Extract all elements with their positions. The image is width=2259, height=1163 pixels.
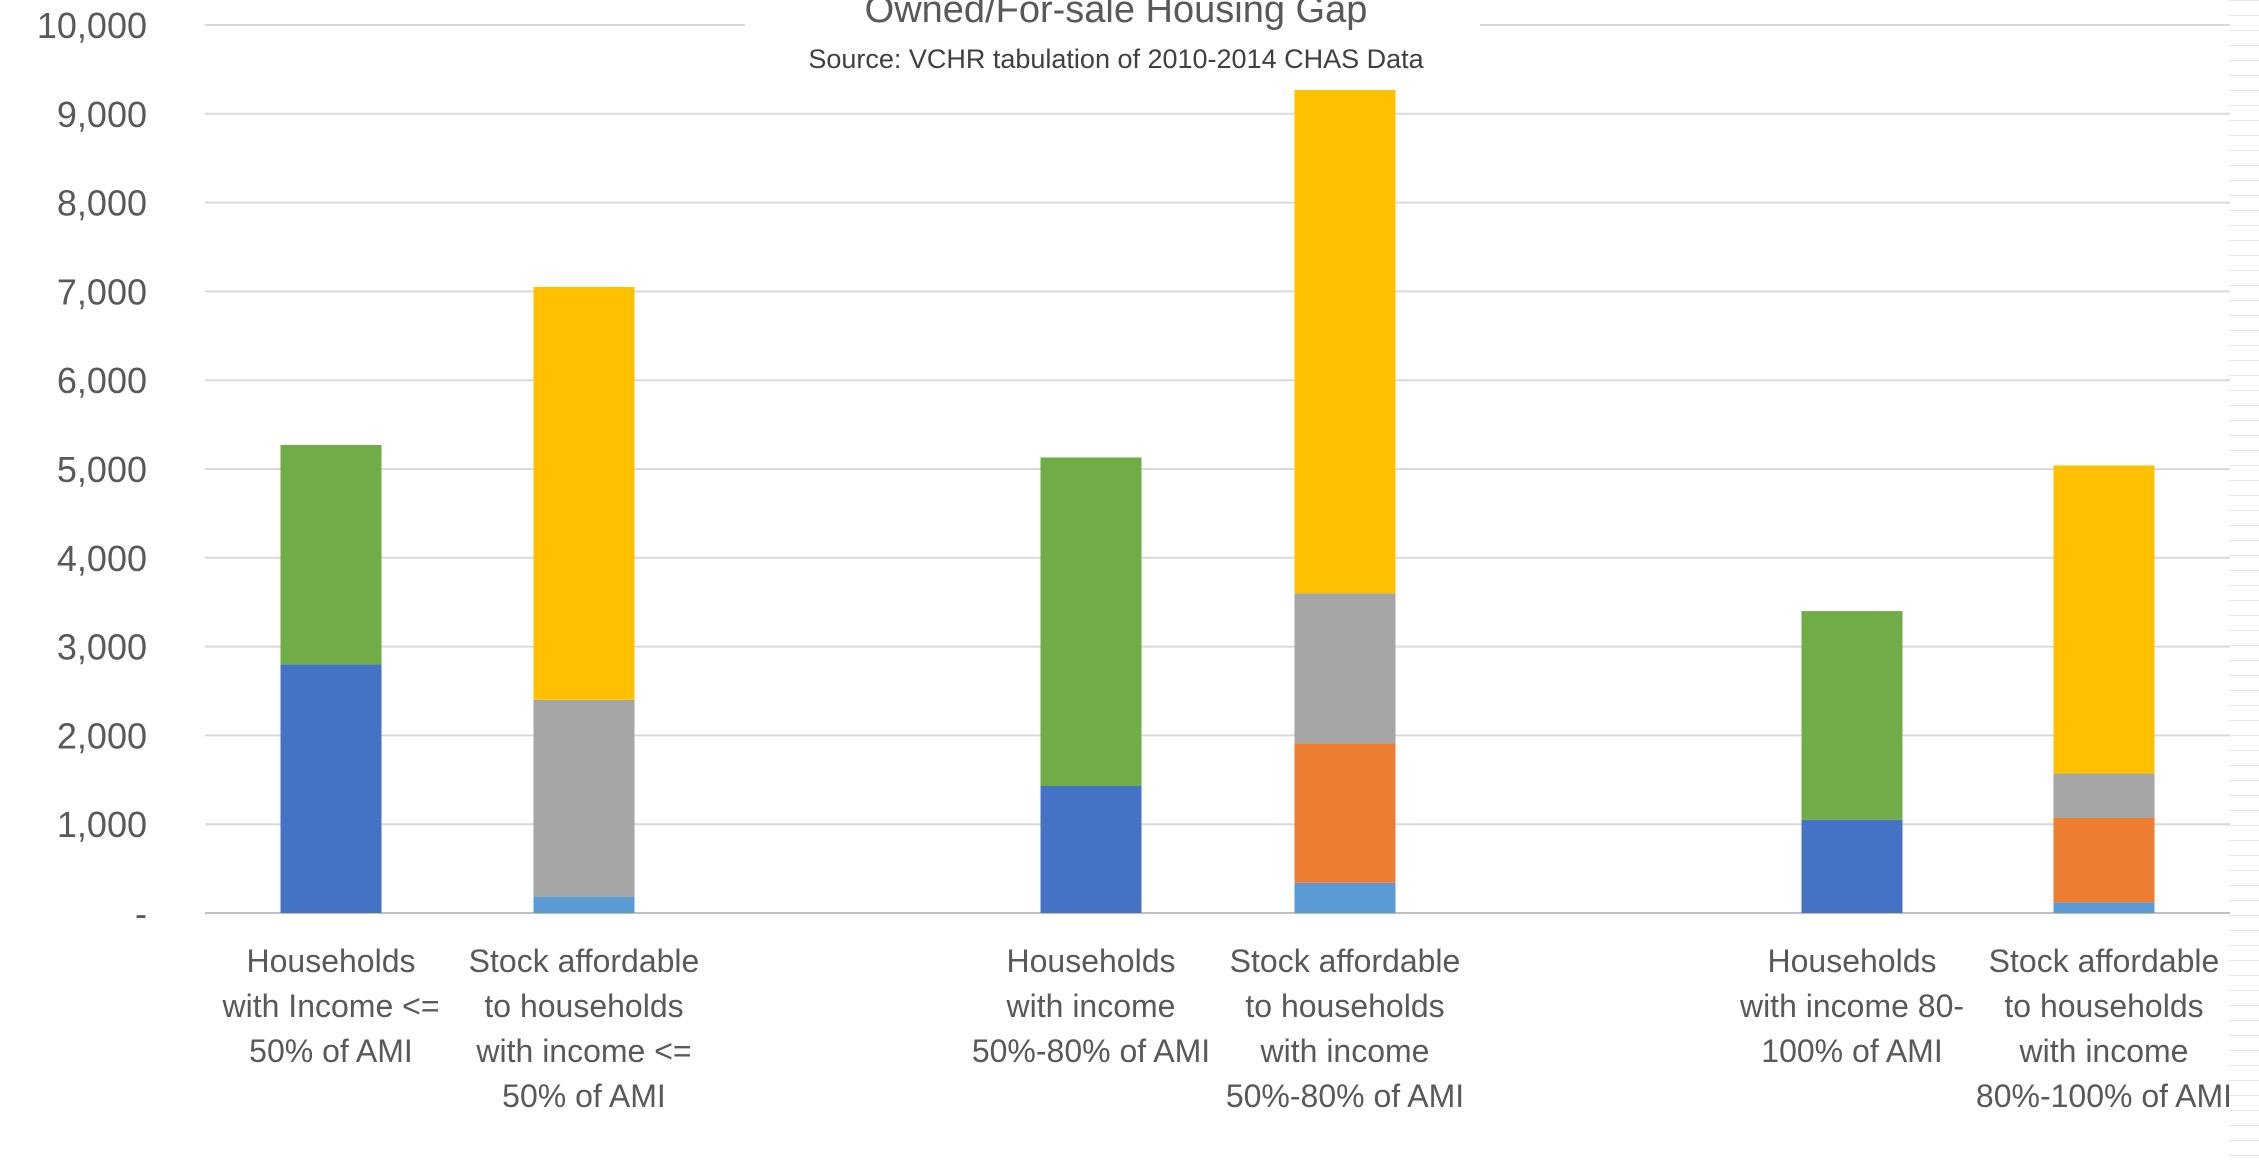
bars: [280, 87, 2155, 913]
y-tick-label: 8,000: [57, 183, 147, 224]
bar-segment: [2053, 817, 2155, 903]
y-tick-label: -: [135, 893, 147, 934]
bar-segment: [1294, 882, 1396, 913]
x-category-label: with income: [2019, 1033, 2189, 1069]
chart-subtitle: Source: VCHR tabulation of 2010-2014 CHA…: [808, 44, 1424, 74]
x-category-label: 100% of AMI: [1761, 1033, 1942, 1069]
y-tick-label: 3,000: [57, 627, 147, 668]
worksheet-edge: [2229, 0, 2259, 1158]
bar-segment: [1294, 87, 1396, 594]
bar-segment: [280, 664, 382, 913]
y-tick-label: 6,000: [57, 360, 147, 401]
gridlines: [205, 24, 2230, 914]
x-category-label: Households: [1768, 943, 1937, 979]
x-category-label: Stock affordable: [469, 943, 700, 979]
y-tick-label: 1,000: [57, 804, 147, 845]
bar-segment: [2053, 465, 2155, 774]
x-category-label: 50%-80% of AMI: [1226, 1078, 1464, 1114]
bar-segment: [533, 286, 635, 700]
bar-segment: [2053, 902, 2155, 913]
x-category-label: Stock affordable: [1230, 943, 1461, 979]
x-category-label: with income: [1006, 988, 1176, 1024]
x-category-label: Households: [247, 943, 416, 979]
y-tick-label: 5,000: [57, 449, 147, 490]
y-tick-label: 7,000: [57, 271, 147, 312]
chart-title: Owned/For-sale Housing Gap: [865, 0, 1368, 31]
x-category-label: 50% of AMI: [249, 1033, 413, 1069]
bar-segment: [1801, 611, 1903, 820]
x-category-label: with income 80-: [1739, 988, 1964, 1024]
x-category-label: Households: [1007, 943, 1176, 979]
x-category-label: Stock affordable: [1989, 943, 2220, 979]
x-category-label: to households: [2004, 988, 2203, 1024]
x-category-label: to households: [1245, 988, 1444, 1024]
x-axis-category-labels: Households with Income <= 50% of AMI Stock …: [222, 943, 2233, 1114]
y-tick-label: 10,000: [37, 5, 147, 46]
bar-segment: [2053, 773, 2155, 818]
bar-segment: [533, 897, 635, 913]
y-tick-label: 4,000: [57, 538, 147, 579]
bar-segment: [1801, 819, 1903, 913]
x-category-label: with Income <=: [222, 988, 440, 1024]
y-axis-tick-labels: - 1,000 2,000 3,000 4,000 5,000 6,000 7,000 8,00…: [37, 5, 147, 934]
title-backdrop: [745, 0, 1480, 90]
y-tick-label: 2,000: [57, 715, 147, 756]
x-category-label: with income: [1260, 1033, 1430, 1069]
y-tick-label: 9,000: [57, 94, 147, 135]
x-category-label: 50% of AMI: [502, 1078, 666, 1114]
x-category-label: with income <=: [475, 1033, 691, 1069]
bar-segment: [1294, 743, 1396, 883]
bar-segment: [1294, 593, 1396, 744]
bar-segment: [280, 445, 382, 665]
bar-segment: [1040, 786, 1142, 913]
x-category-label: to households: [484, 988, 683, 1024]
x-category-label: 80%-100% of AMI: [1976, 1078, 2232, 1114]
bar-segment: [533, 699, 635, 898]
x-category-label: 50%-80% of AMI: [972, 1033, 1210, 1069]
bar-segment: [1040, 457, 1142, 787]
